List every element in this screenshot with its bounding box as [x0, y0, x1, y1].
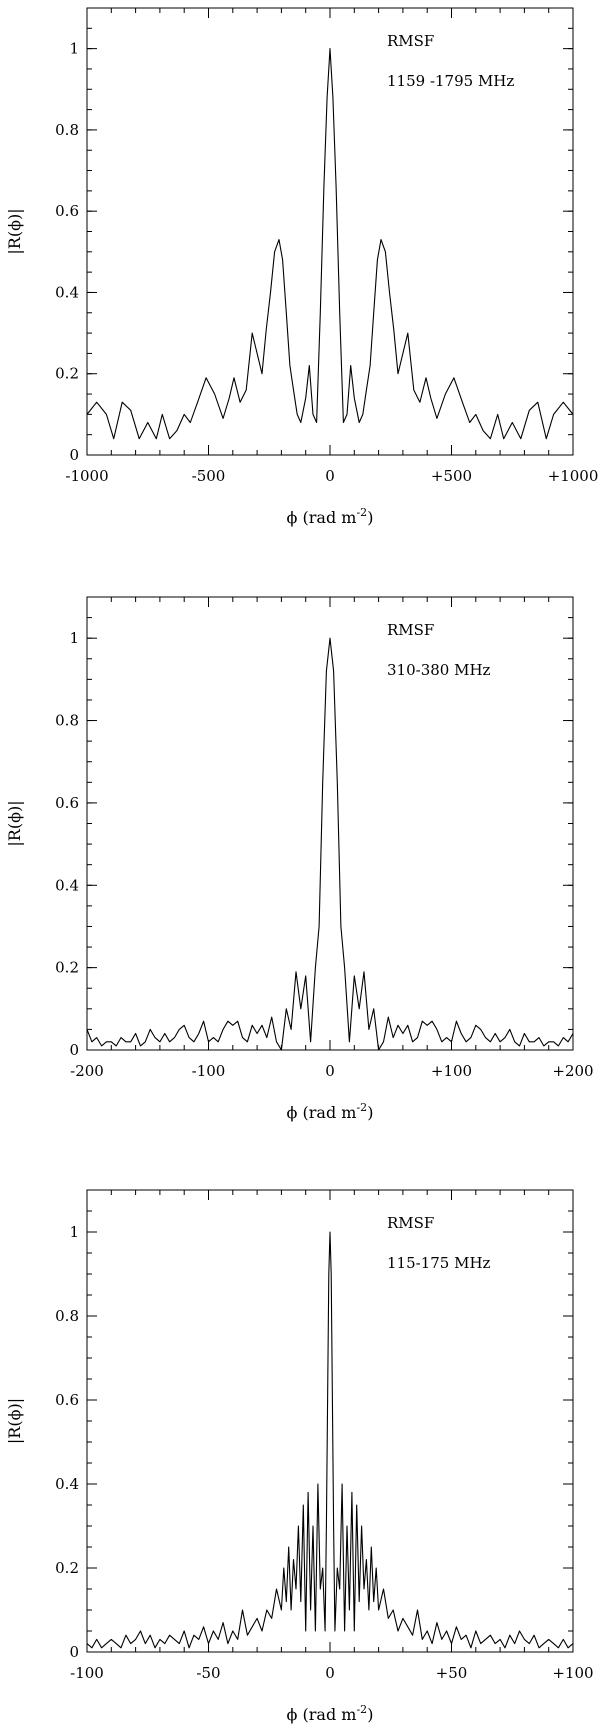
- y-tick-label: 0.4: [55, 1475, 79, 1493]
- x-tick-label: +100: [431, 1062, 472, 1080]
- plot-frame: [86, 1189, 574, 1653]
- y-axis-title: |R(ϕ)|: [5, 800, 24, 846]
- x-axis-title-end: ): [367, 508, 373, 527]
- y-tick-label: 0.8: [55, 1307, 79, 1325]
- y-tick-label: 0.2: [55, 365, 79, 383]
- annotation-band: 115-175 MHz: [387, 1254, 491, 1272]
- y-tick-label: 0.8: [55, 712, 79, 730]
- y-tick-label: 0.4: [55, 876, 79, 894]
- rmsf-series-line: [86, 637, 574, 1051]
- y-tick-label: 0: [69, 1041, 79, 1059]
- y-tick-label: 0.6: [55, 202, 79, 220]
- x-tick-label: 0: [325, 467, 335, 485]
- x-axis-title-end: ): [367, 1103, 373, 1122]
- annotation-rmsf: RMSF: [387, 1214, 434, 1232]
- x-tick-label: -500: [192, 467, 226, 485]
- annotation-band: 310-380 MHz: [387, 661, 491, 679]
- x-tick-label: +50: [436, 1664, 468, 1682]
- x-axis-title: ϕ (rad m-2): [287, 506, 374, 527]
- annotation-rmsf: RMSF: [387, 32, 434, 50]
- annotation-band: 1159 -1795 MHz: [387, 72, 514, 90]
- x-axis-title-sup: -2: [356, 1101, 367, 1114]
- y-tick-label: 1: [69, 629, 79, 647]
- x-axis-title: ϕ (rad m-2): [287, 1703, 374, 1724]
- x-tick-label: 0: [325, 1664, 335, 1682]
- x-tick-label: -100: [192, 1062, 226, 1080]
- x-axis-title: ϕ (rad m-2): [287, 1101, 374, 1122]
- chart-panel-2: -200 -100 0 +100 +200 0 0.2 0.4 0.6 0.8 1 ϕ (rad m-…: [5, 596, 594, 1122]
- x-axis-title-sup: -2: [356, 506, 367, 519]
- rmsf-series-line: [86, 48, 574, 440]
- y-tick-label: 0.4: [55, 283, 79, 301]
- x-tick-label: -1000: [65, 467, 108, 485]
- y-tick-label: 0.2: [55, 959, 79, 977]
- x-axis-title-end: ): [367, 1705, 373, 1724]
- y-axis-title: |R(ϕ)|: [5, 1398, 24, 1444]
- plot-frame: [86, 596, 574, 1051]
- y-tick-label: 0.8: [55, 121, 79, 139]
- x-tick-label: +500: [431, 467, 472, 485]
- chart-panel-3: -100 -50 0 +50 +100 0 0.2 0.4 0.6 0.8 1 ϕ (rad m-2)…: [5, 1189, 594, 1724]
- y-tick-label: 0.6: [55, 794, 79, 812]
- annotation-rmsf: RMSF: [387, 621, 434, 639]
- x-tick-label: -100: [70, 1664, 104, 1682]
- y-tick-label: 0.2: [55, 1559, 79, 1577]
- chart-panel-1: -1000 -500 0 +500 +1000 0 0.2 0.4 0.6 0.8 1 ϕ (rad …: [5, 7, 599, 527]
- y-tick-label: 0.6: [55, 1391, 79, 1409]
- x-axis-title-main: ϕ (rad m: [287, 1103, 357, 1122]
- y-tick-label: 1: [69, 1223, 79, 1241]
- x-tick-label: 0: [325, 1062, 335, 1080]
- x-tick-label: -200: [70, 1062, 104, 1080]
- x-axis-title-main: ϕ (rad m: [287, 1705, 357, 1724]
- x-tick-label: +200: [552, 1062, 593, 1080]
- rmsf-series-line: [86, 1231, 574, 1649]
- y-axis-title: |R(ϕ)|: [5, 208, 24, 254]
- x-tick-label: -50: [196, 1664, 220, 1682]
- x-tick-label: +1000: [548, 467, 599, 485]
- x-axis-title-sup: -2: [356, 1703, 367, 1716]
- x-axis-title-main: ϕ (rad m: [287, 508, 357, 527]
- y-tick-label: 0: [69, 446, 79, 464]
- y-tick-label: 0: [69, 1643, 79, 1661]
- x-tick-label: +100: [552, 1664, 593, 1682]
- y-tick-label: 1: [69, 40, 79, 58]
